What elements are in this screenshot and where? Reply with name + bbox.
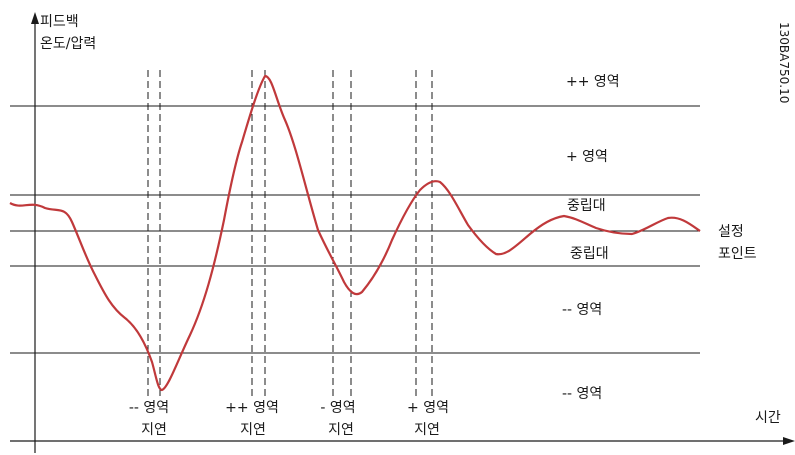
- zone-label-neutral-upper: 중립대: [567, 198, 606, 214]
- delay-word-label: 지연: [414, 422, 440, 438]
- y-axis-title-line2: 온도/압력: [40, 36, 96, 52]
- delay-word-label: 지연: [328, 422, 354, 438]
- delay-word-label: 지연: [141, 422, 167, 438]
- y-axis-title-line1: 피드백: [40, 14, 79, 30]
- delay-word-label: 지연: [240, 422, 266, 438]
- zone-label-minus: -- 영역: [562, 302, 602, 318]
- zone-label-plus-plus: ++ 영역: [566, 74, 620, 90]
- delay-zone-label: - 영역: [320, 400, 355, 416]
- delay-zone-label: ++ 영역: [225, 400, 279, 416]
- y-axis-arrow: [31, 12, 39, 24]
- setpoint-label-line2: 포인트: [718, 246, 757, 262]
- x-axis-title: 시간: [755, 410, 781, 426]
- x-axis-arrow: [783, 437, 795, 445]
- delay-zone-label: + 영역: [407, 400, 449, 416]
- zone-label-plus: + 영역: [566, 149, 608, 165]
- setpoint-label-line1: 설정: [718, 224, 744, 240]
- zone-label-minus-minus: -- 영역: [562, 386, 602, 402]
- feedback-curve: [9, 74, 701, 392]
- zone-label-neutral-lower: 중립대: [570, 246, 609, 262]
- figure-code: 130BA750.10: [777, 22, 791, 103]
- delay-zone-label: -- 영역: [129, 400, 169, 416]
